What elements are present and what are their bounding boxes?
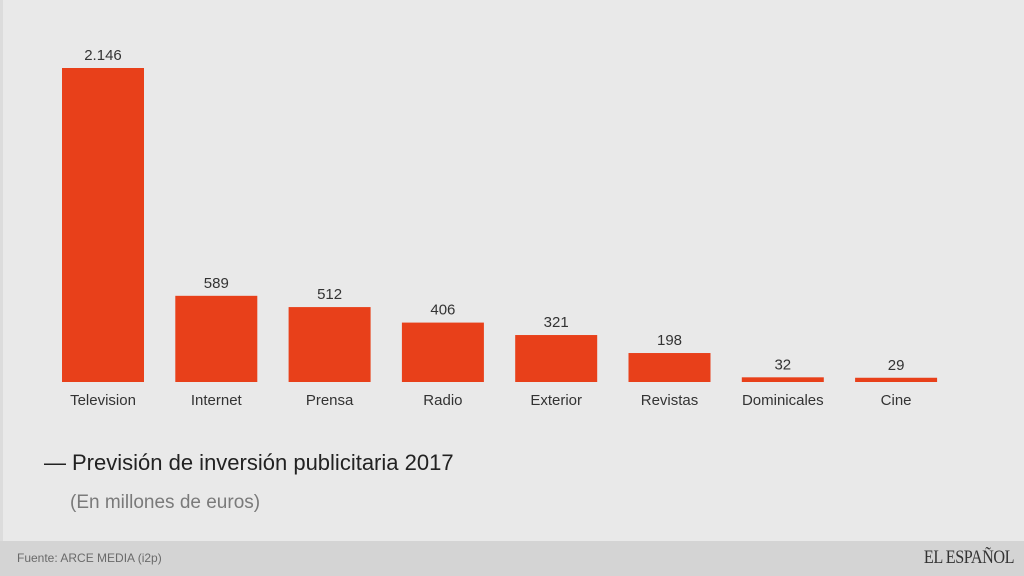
value-label: 321 [544, 314, 569, 331]
category-label: Exterior [530, 392, 582, 409]
value-label: 406 [430, 302, 455, 319]
bar-radio [401, 322, 484, 382]
bar-prensa [288, 307, 371, 382]
title-dash: — [44, 450, 66, 475]
chart-title: — Previsión de inversión publicitaria 201… [44, 450, 454, 476]
chart-subtitle: (En millones de euros) [70, 492, 261, 513]
value-label: 198 [657, 332, 682, 349]
publisher-logo: EL ESPAÑOL [923, 547, 1015, 568]
bar-cine [855, 377, 938, 382]
value-label: 32 [774, 356, 791, 373]
bar-revistas [628, 353, 711, 382]
bar-television [62, 68, 144, 382]
bar-chart: 2.146 Television 589 Internet 512 Prensa 406 Ra… [62, 47, 938, 409]
value-label: 29 [888, 357, 905, 374]
value-label: 589 [204, 275, 229, 292]
title-text: Previsión de inversión publicitaria 2017 [72, 450, 454, 475]
bar-dominicales [741, 377, 824, 382]
category-label: Cine [881, 392, 912, 409]
bar-exterior [515, 335, 598, 382]
value-label: 512 [317, 286, 342, 303]
bar-internet [175, 295, 258, 382]
category-label: Prensa [306, 392, 354, 409]
footer-bar: Fuente: ARCE MEDIA (i2p) EL ESPAÑOL [0, 541, 1024, 576]
category-label: Television [70, 392, 136, 409]
source-note: Fuente: ARCE MEDIA (i2p) [17, 551, 162, 565]
category-label: Internet [191, 392, 243, 409]
category-label: Revistas [641, 392, 699, 409]
category-label: Radio [423, 392, 462, 409]
value-label: 2.146 [84, 47, 122, 64]
category-label: Dominicales [742, 392, 824, 409]
